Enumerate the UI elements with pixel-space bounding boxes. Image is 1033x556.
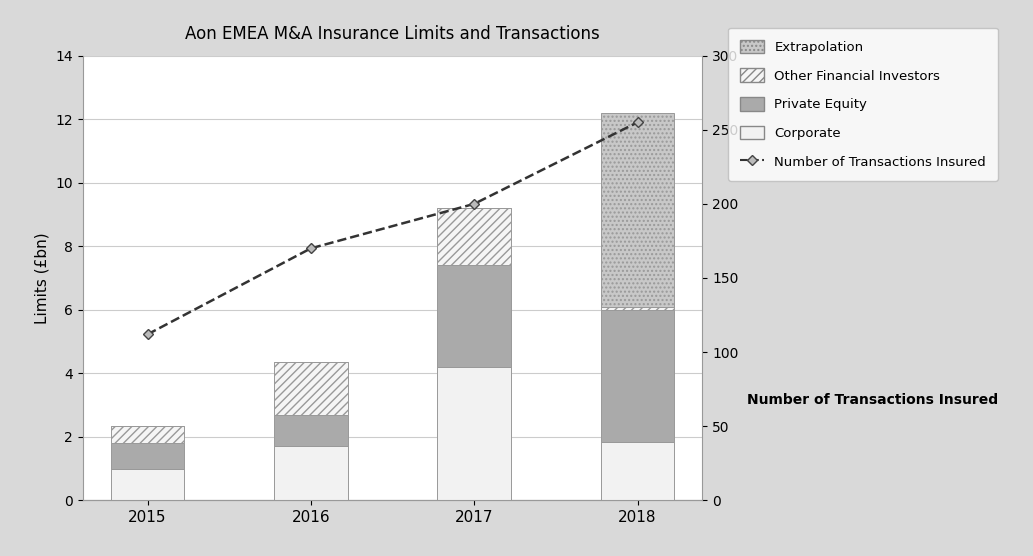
Bar — [437, 208, 511, 265]
Bar — [274, 415, 348, 446]
Text: Number of Transactions Insured: Number of Transactions Insured — [747, 393, 999, 408]
Title: Aon EMEA M&A Insurance Limits and Transactions: Aon EMEA M&A Insurance Limits and Transa… — [185, 25, 600, 43]
Y-axis label: Limits (£bn): Limits (£bn) — [35, 232, 50, 324]
Bar — [437, 265, 511, 367]
Bar — [111, 469, 184, 500]
Bar — [601, 310, 675, 441]
Bar — [111, 426, 184, 443]
Bar — [437, 367, 511, 500]
Bar — [274, 446, 348, 500]
Bar — [601, 113, 675, 306]
Bar — [274, 362, 348, 415]
Legend: Extrapolation, Other Financial Investors, Private Equity, Corporate, Number of T: Extrapolation, Other Financial Investors… — [728, 28, 998, 181]
Bar — [601, 441, 675, 500]
Bar — [111, 443, 184, 469]
Bar — [601, 306, 675, 310]
